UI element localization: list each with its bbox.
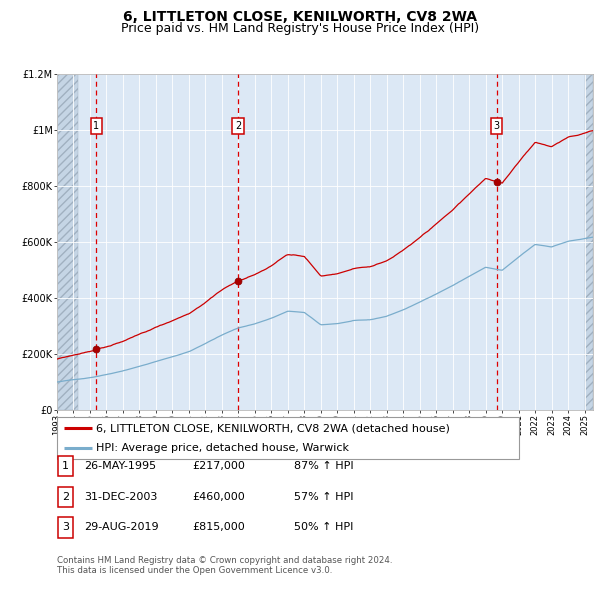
Text: 2: 2 xyxy=(235,121,241,131)
Text: Price paid vs. HM Land Registry's House Price Index (HPI): Price paid vs. HM Land Registry's House … xyxy=(121,22,479,35)
Text: 6, LITTLETON CLOSE, KENILWORTH, CV8 2WA: 6, LITTLETON CLOSE, KENILWORTH, CV8 2WA xyxy=(123,10,477,24)
Text: 57% ↑ HPI: 57% ↑ HPI xyxy=(294,492,353,502)
Text: 26-MAY-1995: 26-MAY-1995 xyxy=(84,461,156,471)
Text: 1: 1 xyxy=(62,461,69,471)
Text: 1: 1 xyxy=(94,121,100,131)
Text: Contains HM Land Registry data © Crown copyright and database right 2024.
This d: Contains HM Land Registry data © Crown c… xyxy=(57,556,392,575)
Text: £815,000: £815,000 xyxy=(192,523,245,532)
Text: 29-AUG-2019: 29-AUG-2019 xyxy=(84,523,158,532)
Bar xyxy=(584,74,593,410)
Text: £460,000: £460,000 xyxy=(192,492,245,502)
Text: 3: 3 xyxy=(493,121,500,131)
Text: 87% ↑ HPI: 87% ↑ HPI xyxy=(294,461,353,471)
Text: 2: 2 xyxy=(62,492,69,502)
Text: 3: 3 xyxy=(62,523,69,532)
Text: 50% ↑ HPI: 50% ↑ HPI xyxy=(294,523,353,532)
Text: 31-DEC-2003: 31-DEC-2003 xyxy=(84,492,157,502)
Text: £217,000: £217,000 xyxy=(192,461,245,471)
Text: HPI: Average price, detached house, Warwick: HPI: Average price, detached house, Warw… xyxy=(96,444,349,453)
Bar xyxy=(57,74,79,410)
Text: 6, LITTLETON CLOSE, KENILWORTH, CV8 2WA (detached house): 6, LITTLETON CLOSE, KENILWORTH, CV8 2WA … xyxy=(96,423,450,433)
